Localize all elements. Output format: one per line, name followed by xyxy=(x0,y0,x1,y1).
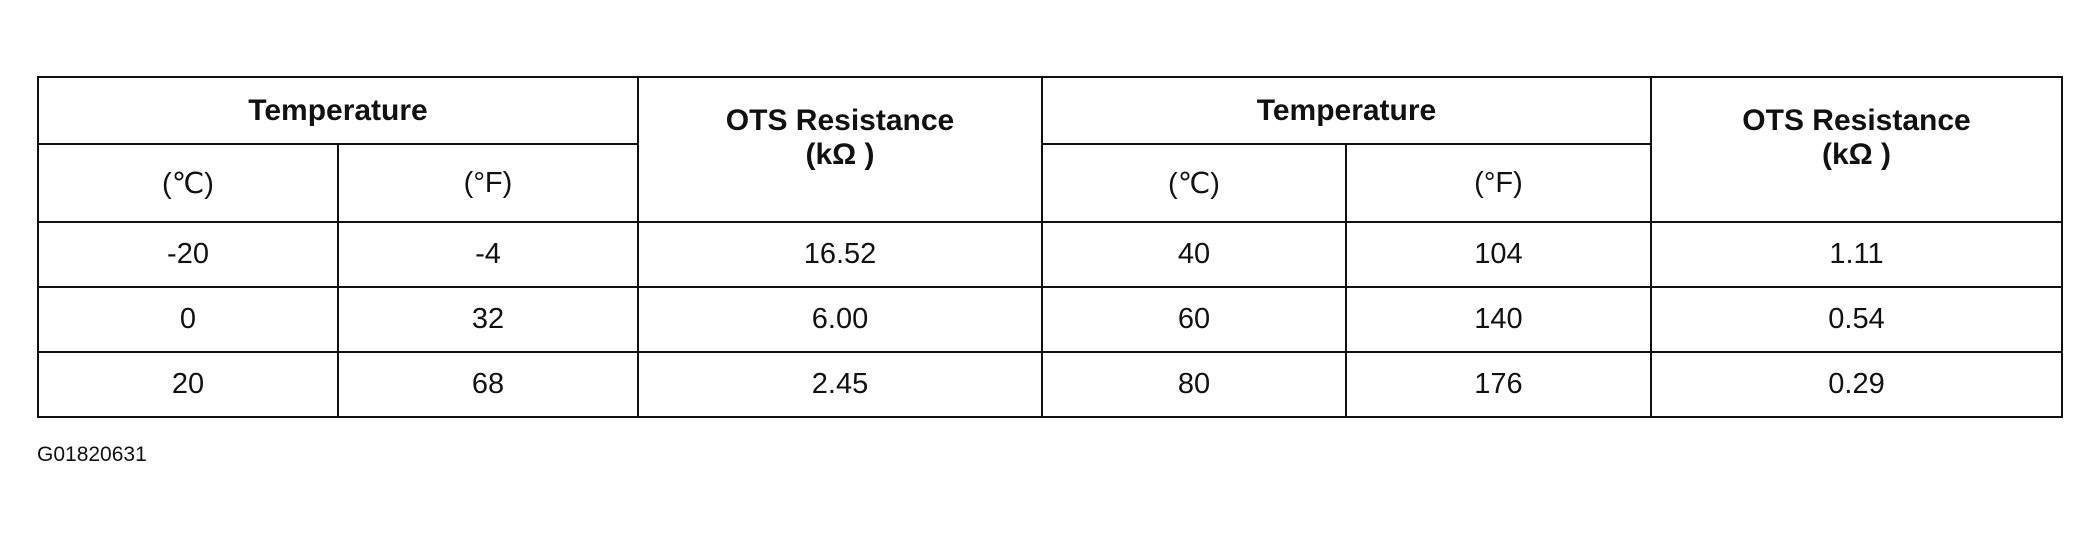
cell-value: 104 xyxy=(1474,238,1523,270)
data-cell: 60 xyxy=(1041,286,1347,353)
group-header: Temperature xyxy=(1041,76,1652,145)
unit-label: (kΩ ) xyxy=(1821,138,1892,171)
cell-value: 0.54 xyxy=(1828,303,1885,335)
group-header: OTS Resistance (kΩ ) xyxy=(637,76,1043,223)
cell-value: 2.45 xyxy=(811,368,869,400)
group-label: OTS Resistance xyxy=(725,104,955,137)
group-label: OTS Resistance xyxy=(1742,104,1971,137)
group-header: Temperature xyxy=(37,76,639,145)
data-cell: 6.00 xyxy=(637,286,1043,353)
data-cell: -20 xyxy=(37,221,339,288)
figure-id: G01820631 xyxy=(37,443,147,466)
data-row: -20 -4 16.52 40 104 1.11 xyxy=(37,221,2063,288)
header-row: Temperature OTS Resistance (kΩ ) Temperatur… xyxy=(37,76,2063,223)
cell-value: 68 xyxy=(471,368,505,400)
group-label: Temperature xyxy=(1256,93,1437,127)
unit-label: (kΩ ) xyxy=(805,138,875,171)
data-cell: 80 xyxy=(1041,351,1347,418)
group-header: OTS Resistance (kΩ ) xyxy=(1650,76,2063,223)
data-cell: 1.11 xyxy=(1650,221,2063,288)
data-row: 20 68 2.45 80 176 0.29 xyxy=(37,351,2063,418)
group-label: Temperature xyxy=(248,93,428,127)
data-cell: 2.45 xyxy=(637,351,1043,418)
data-cell: 104 xyxy=(1345,221,1652,288)
data-cell: 140 xyxy=(1345,286,1652,353)
data-row: 0 32 6.00 60 140 0.54 xyxy=(37,286,2063,353)
unit-header: (℃) xyxy=(1041,143,1347,223)
cell-value: 32 xyxy=(471,303,505,335)
unit-label: (°F) xyxy=(1474,166,1523,199)
data-cell: 0.29 xyxy=(1650,351,2063,418)
cell-value: -4 xyxy=(475,238,501,270)
data-cell: 0.54 xyxy=(1650,286,2063,353)
unit-header: (℃) xyxy=(37,143,339,223)
data-cell: 32 xyxy=(337,286,639,353)
data-cell: 176 xyxy=(1345,351,1652,418)
cell-value: -20 xyxy=(167,238,209,270)
unit-header: (°F) xyxy=(337,143,639,223)
data-cell: 16.52 xyxy=(637,221,1043,288)
cell-value: 6.00 xyxy=(811,303,869,335)
unit-label: (℃) xyxy=(1168,167,1220,200)
cell-value: 140 xyxy=(1474,303,1523,335)
data-cell: 40 xyxy=(1041,221,1347,288)
cell-value: 20 xyxy=(171,368,205,400)
unit-label: (℃) xyxy=(162,167,214,200)
resistance-table: Temperature OTS Resistance (kΩ ) Temperatur… xyxy=(37,76,2063,418)
data-cell: 20 xyxy=(37,351,339,418)
subheader-row: (℃) (°F) (℃) (°F) xyxy=(37,143,2062,223)
cell-value: 40 xyxy=(1177,238,1211,270)
data-cell: -4 xyxy=(337,221,639,288)
cell-value: 16.52 xyxy=(803,238,877,270)
cell-value: 0.29 xyxy=(1828,368,1885,400)
cell-value: 0 xyxy=(179,303,197,335)
data-cell: 68 xyxy=(337,351,639,418)
cell-value: 1.11 xyxy=(1829,238,1884,270)
unit-header: (°F) xyxy=(1345,143,1652,223)
cell-value: 60 xyxy=(1177,303,1211,335)
cell-value: 176 xyxy=(1474,368,1523,400)
data-cell: 0 xyxy=(37,286,339,353)
cell-value: 80 xyxy=(1177,368,1211,400)
unit-label: (°F) xyxy=(463,166,513,199)
